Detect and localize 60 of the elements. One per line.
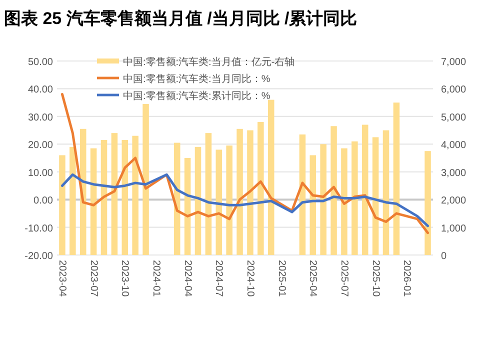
y-tick-label: -20.00 xyxy=(24,251,54,262)
x-tick-label: 2024-10 xyxy=(244,260,256,298)
bar xyxy=(59,155,66,255)
chart-title: 图表 25 汽车零售额当月值 /当月同比 /累计同比 xyxy=(4,9,358,28)
y2-tick-label: 0 xyxy=(441,251,447,262)
y-tick-label: 20.00 xyxy=(28,140,54,152)
bar xyxy=(184,158,191,255)
y-tick-label: 30.00 xyxy=(28,112,54,124)
bar xyxy=(258,122,264,255)
x-tick-label: 2025-01 xyxy=(276,260,287,298)
bar xyxy=(393,102,400,255)
x-tick-label: 2023-04 xyxy=(56,260,68,298)
x-tick-label: 2026-01 xyxy=(401,260,412,298)
bar xyxy=(424,151,431,255)
x-tick-label: 2024-04 xyxy=(182,260,193,298)
y-tick-label: -10.00 xyxy=(24,223,54,234)
y-tick-label: 10.00 xyxy=(28,168,54,179)
bar xyxy=(132,136,138,255)
bar xyxy=(352,141,358,255)
bar xyxy=(111,133,118,255)
bar xyxy=(194,146,202,255)
y-tick-label: 0.00 xyxy=(34,196,54,207)
bar xyxy=(122,140,128,255)
y2-tick-label: 2,000 xyxy=(441,196,466,207)
bar xyxy=(236,128,243,255)
legend-label: 中国:零售额:汽车类:当月值：亿元-右轴 xyxy=(123,56,295,68)
x-tick-label: 2023-07 xyxy=(88,260,99,298)
bar xyxy=(216,150,222,255)
bar xyxy=(341,148,348,255)
bar xyxy=(142,104,149,255)
bar xyxy=(310,155,316,255)
x-tick-label: 2023-10 xyxy=(119,260,130,298)
bar xyxy=(320,144,326,255)
legend-label: 中国:零售额:汽车类:当月同比：% xyxy=(123,73,270,85)
x-tick-label: 2024-07 xyxy=(213,260,224,298)
y2-tick-label: 6,000 xyxy=(441,84,466,96)
bar xyxy=(226,146,232,255)
bar xyxy=(90,148,97,255)
bar xyxy=(382,130,390,255)
y-tick-label: 40.00 xyxy=(28,84,54,96)
bar xyxy=(205,133,212,255)
y2-tick-label: 5,000 xyxy=(441,112,466,124)
legend-label: 中国:零售额:汽车类:累计同比：% xyxy=(123,90,270,102)
bar xyxy=(372,137,379,255)
x-tick-label: 2025-04 xyxy=(307,260,318,298)
bar xyxy=(268,100,274,255)
x-tick-label: 2025-07 xyxy=(338,260,350,298)
bar xyxy=(330,126,337,255)
y2-tick-label: 4,000 xyxy=(441,140,466,152)
bar xyxy=(247,130,254,255)
y-tick-label: 50.00 xyxy=(28,57,54,68)
y2-tick-label: 1,000 xyxy=(441,223,466,234)
line-series xyxy=(60,173,430,228)
bar xyxy=(70,146,76,255)
x-tick-label: 2025-10 xyxy=(370,260,381,298)
bar xyxy=(100,140,108,255)
y2-tick-label: 7,000 xyxy=(441,57,466,68)
y2-tick-label: 3,000 xyxy=(441,168,466,179)
x-tick-label: 2024-01 xyxy=(150,260,162,298)
bar xyxy=(362,124,368,255)
